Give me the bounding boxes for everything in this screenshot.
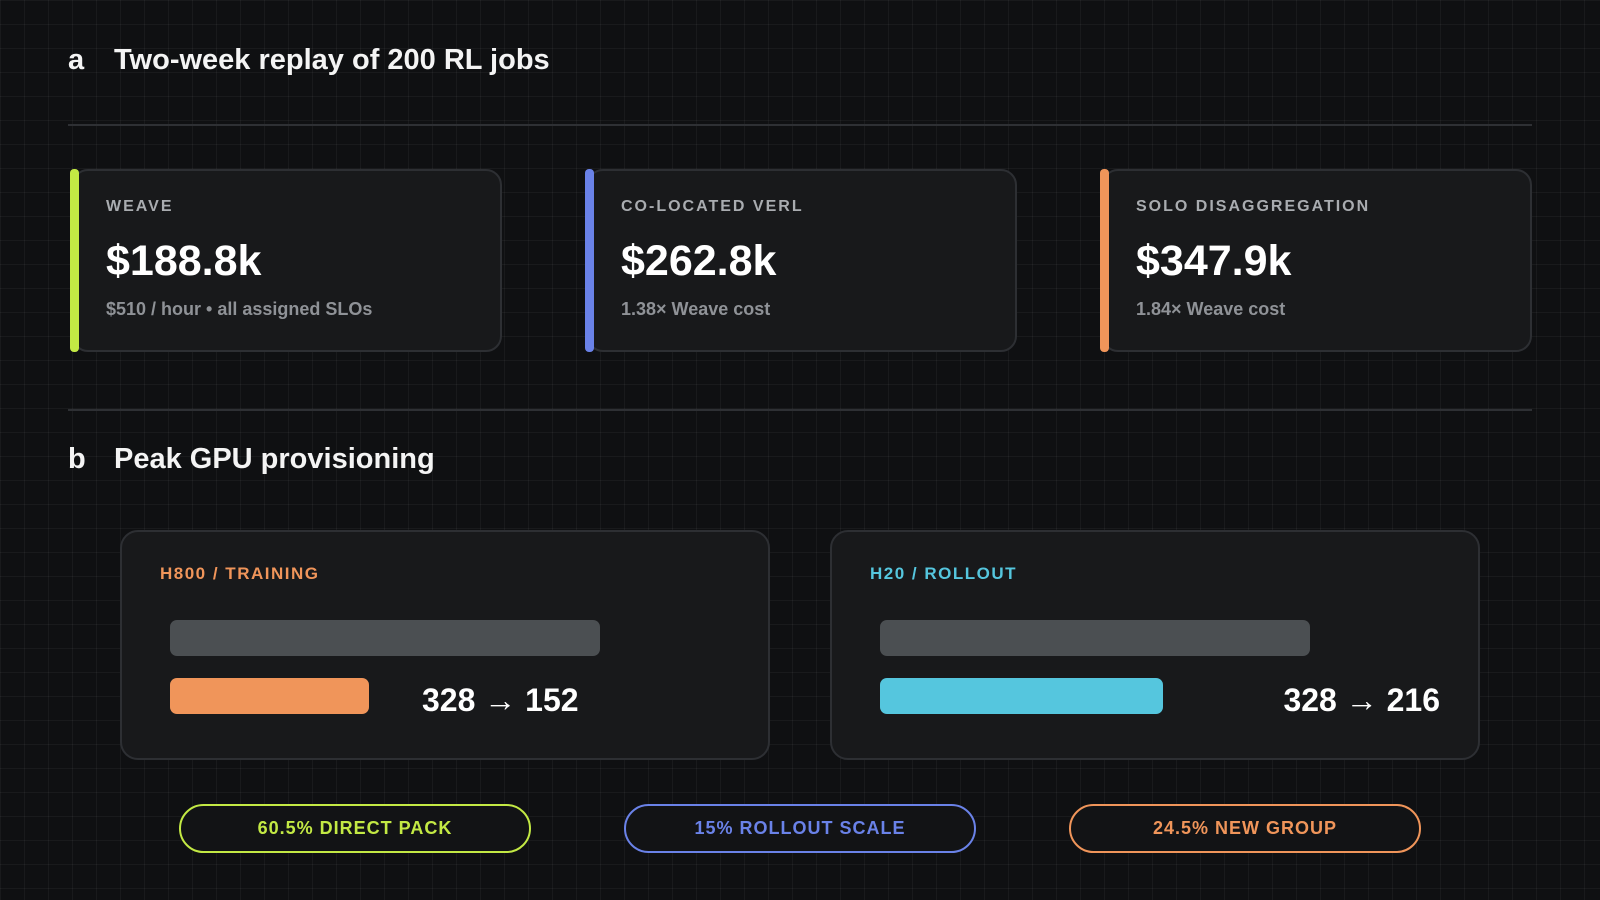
stat-card-solo-note: 1.84× Weave cost	[1136, 299, 1286, 319]
gpu-panel-h20: H20 / ROLLOUT 328 → 216	[830, 530, 1480, 760]
stat-card-solo-label: SOLO DISAGGREGATION	[1136, 198, 1371, 215]
gpu-panel-h800: H800 / TRAINING 328 → 152	[120, 530, 770, 760]
pill-rollout-scale: 15% ROLLOUT SCALE	[624, 804, 976, 853]
pill-new-group: 24.5% NEW GROUP	[1069, 804, 1421, 853]
section-b-heading: b Peak GPU provisioning	[68, 443, 435, 476]
stat-card-verl: CO-LOCATED VERL $262.8k 1.38× Weave cost	[585, 169, 1017, 352]
stat-card-weave-label: WEAVE	[106, 198, 174, 215]
gpu-h20-count: 328 → 216	[1283, 682, 1440, 718]
section-a-heading: a Two-week replay of 200 RL jobs	[68, 44, 550, 77]
gpu-h20-before-bar	[880, 620, 1310, 656]
stat-card-weave-value: $188.8k	[106, 237, 262, 285]
section-a-title: Two-week replay of 200 RL jobs	[114, 44, 550, 76]
stat-card-solo-accent	[1100, 169, 1109, 352]
gpu-panel-h800-label: H800 / TRAINING	[160, 564, 320, 583]
gpu-panel-h20-label: H20 / ROLLOUT	[870, 564, 1018, 583]
divider-top	[68, 124, 1532, 126]
stat-card-verl-note: 1.38× Weave cost	[621, 299, 771, 319]
stat-card-weave-accent	[70, 169, 79, 352]
stat-card-solo-value: $347.9k	[1136, 237, 1292, 285]
stat-card-weave: WEAVE $188.8k $510 / hour • all assigned…	[70, 169, 502, 352]
gpu-h20-after-bar	[880, 678, 1163, 714]
stat-card-verl-label: CO-LOCATED VERL	[621, 198, 804, 215]
stat-card-weave-note: $510 / hour • all assigned SLOs	[106, 299, 373, 319]
section-b-letter: b	[68, 443, 86, 475]
section-a-letter: a	[68, 44, 85, 76]
gpu-h800-after-bar	[170, 678, 369, 714]
gpu-h800-count: 328 → 152	[422, 682, 579, 718]
stat-card-verl-accent	[585, 169, 594, 352]
divider-middle	[68, 409, 1532, 411]
stat-card-verl-value: $262.8k	[621, 237, 777, 285]
gpu-h800-before-bar	[170, 620, 600, 656]
section-b-title: Peak GPU provisioning	[114, 443, 435, 475]
stat-card-solo: SOLO DISAGGREGATION $347.9k 1.84× Weave …	[1100, 169, 1532, 352]
pill-direct-pack: 60.5% DIRECT PACK	[179, 804, 531, 853]
